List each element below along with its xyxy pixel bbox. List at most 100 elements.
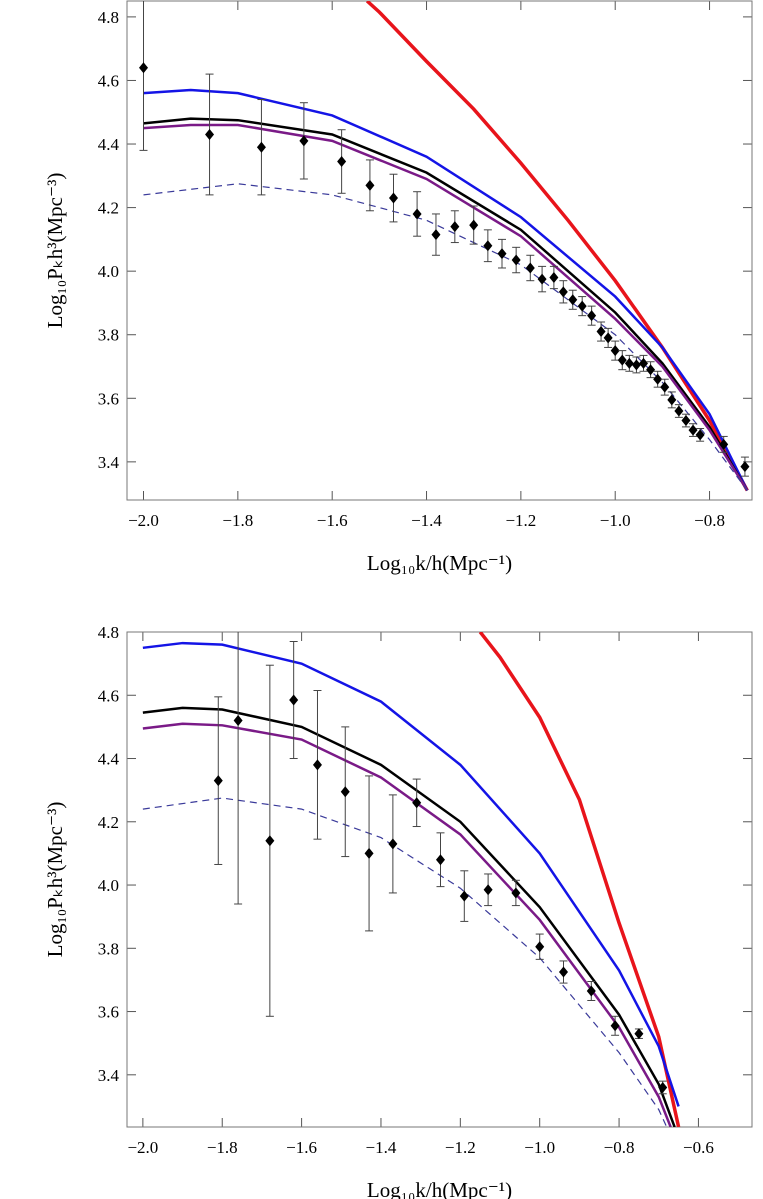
data-point: [389, 192, 399, 204]
data-point: [568, 294, 578, 306]
data-point: [459, 890, 469, 902]
data-point: [450, 221, 460, 233]
y-tick-label: 4.0: [98, 876, 119, 895]
data-point: [653, 373, 663, 385]
x-tick-label: −1.4: [411, 511, 442, 530]
data-point: [483, 240, 493, 252]
data-point: [634, 1028, 644, 1040]
data-point: [213, 775, 223, 787]
data-point: [365, 179, 375, 191]
x-tick-label: −0.8: [694, 511, 725, 530]
y-tick-label: 4.2: [98, 199, 119, 218]
data-point: [639, 357, 649, 369]
y-tick-label: 4.6: [98, 71, 119, 90]
panel: −2.0 −1.8 −1.6 −1.4 −1.2 −1.0 −0.8 −0.6 3.4 3.6 3.…: [43, 623, 753, 1199]
curve: [478, 632, 681, 1127]
data-point: [631, 359, 641, 371]
data-point: [364, 847, 374, 859]
y-tick-label: 3.6: [98, 389, 119, 408]
data-point: [497, 248, 507, 260]
data-point: [688, 424, 698, 436]
y-tick-label: 3.4: [98, 1066, 120, 1085]
curve: [143, 183, 748, 491]
data-point: [412, 797, 422, 809]
data-point: [431, 229, 441, 241]
data-point: [412, 208, 422, 220]
x-tick-label: −1.0: [524, 1138, 555, 1157]
data-point: [558, 286, 568, 298]
plot-frame: [126, 0, 753, 501]
data-point: [549, 272, 559, 284]
curve: [365, 1, 749, 492]
data-point: [624, 357, 634, 369]
data-point: [139, 62, 149, 74]
data-point: [535, 941, 545, 953]
y-tick-label: 4.4: [98, 750, 120, 769]
x-tick-label: −1.8: [207, 1138, 238, 1157]
plot-frame: [126, 631, 753, 1128]
data-point: [265, 835, 275, 847]
data-point: [559, 966, 569, 978]
data-point: [610, 1020, 620, 1032]
x-tick-label: −1.8: [222, 511, 253, 530]
data-point: [658, 1081, 668, 1093]
y-tick-label: 3.4: [98, 453, 120, 472]
data-point: [511, 254, 521, 266]
x-tick-label: −0.6: [683, 1138, 714, 1157]
data-point: [233, 715, 243, 727]
curve: [142, 641, 680, 1107]
data-point: [603, 332, 613, 344]
y-tick-label: 3.8: [98, 326, 119, 345]
curve: [142, 722, 672, 1127]
data-point: [256, 141, 266, 153]
data-point: [525, 262, 535, 274]
data-point: [719, 438, 729, 450]
y-tick-label: 3.8: [98, 939, 119, 958]
data-point: [483, 884, 493, 896]
x-tick-label: −1.2: [445, 1138, 476, 1157]
plot-area: [139, 1, 750, 492]
y-tick-label: 4.8: [98, 623, 119, 642]
x-tick-label: −1.2: [505, 511, 536, 530]
data-point: [610, 345, 620, 357]
data-point: [469, 219, 479, 231]
data-point: [660, 381, 670, 393]
data-point: [617, 354, 627, 366]
data-point: [340, 786, 350, 798]
data-point: [674, 405, 684, 417]
data-point: [205, 128, 215, 140]
y-tick-label: 4.0: [98, 262, 119, 281]
y-axis-label: Log₁₀Pₖh³(Mpc⁻³): [43, 173, 67, 329]
x-axis-label: Log₁₀k/h(Mpc⁻¹): [367, 551, 512, 575]
data-point: [537, 273, 547, 285]
y-tick-label: 4.4: [98, 135, 120, 154]
x-tick-label: −1.6: [286, 1138, 317, 1157]
data-point: [289, 694, 299, 706]
data-point: [681, 415, 691, 427]
curve: [142, 706, 676, 1127]
data-point: [511, 887, 521, 899]
data-point: [388, 838, 398, 850]
x-tick-label: −2.0: [128, 511, 159, 530]
x-tick-label: −1.6: [317, 511, 348, 530]
data-point: [577, 300, 587, 312]
y-tick-label: 3.6: [98, 1003, 119, 1022]
data-point: [435, 854, 445, 866]
y-tick-label: 4.2: [98, 813, 119, 832]
x-tick-label: −1.0: [600, 511, 631, 530]
data-point: [299, 135, 309, 147]
data-point: [587, 310, 597, 322]
data-point: [667, 394, 677, 406]
curve: [143, 123, 749, 492]
x-axis-label: Log₁₀k/h(Mpc⁻¹): [367, 1178, 512, 1199]
y-tick-label: 4.6: [98, 686, 119, 705]
data-point: [740, 461, 750, 473]
data-point: [586, 985, 596, 997]
data-point: [337, 156, 347, 168]
y-axis-label: Log₁₀Pₖh³(Mpc⁻³): [43, 802, 67, 958]
plot-area: [142, 632, 681, 1127]
data-point: [695, 429, 705, 441]
data-point: [646, 364, 656, 376]
x-tick-label: −2.0: [127, 1138, 158, 1157]
